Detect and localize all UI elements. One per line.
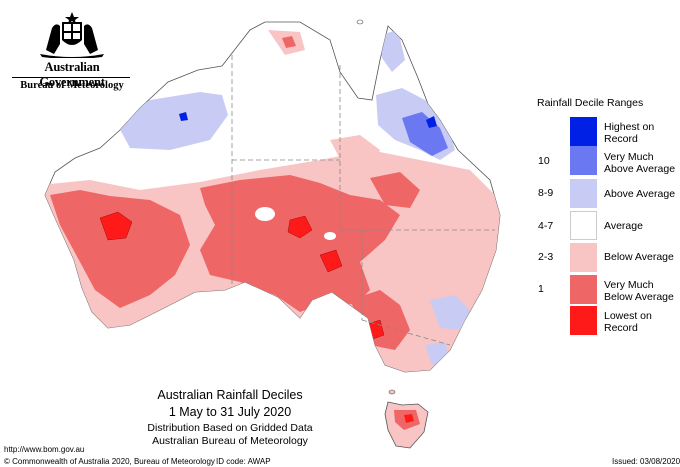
legend-decile-1: 1 xyxy=(538,283,544,295)
legend-decile-8-9: 8-9 xyxy=(538,187,554,199)
legend-decile-4-7: 4-7 xyxy=(538,220,554,232)
footer-id-code: ID code: AWAP xyxy=(216,457,271,466)
region-very-much-above-qld xyxy=(402,112,448,156)
island xyxy=(388,389,396,395)
legend-swatch-average xyxy=(570,211,597,240)
legend-label-average: Average xyxy=(604,220,643,232)
legend-label-lowest: Lowest on Record xyxy=(604,310,652,334)
region-below-average-qld xyxy=(330,135,380,170)
legend-swatch-below xyxy=(570,243,597,272)
bureau-title: Bureau of Meteorology xyxy=(20,80,124,91)
legend-label-above: Above Average xyxy=(604,188,676,200)
region-lowest-record-1 xyxy=(99,211,133,241)
legend-label-very-much-below: Very Much Below Average xyxy=(604,279,674,303)
legend-label-highest: Highest on Record xyxy=(604,121,655,145)
region-average-spot xyxy=(324,232,336,240)
legend-swatch-above xyxy=(570,179,597,208)
island xyxy=(356,19,364,25)
region-very-much-below-topend xyxy=(282,36,296,48)
region-above-average-se xyxy=(430,295,470,330)
region-highest-record-nt xyxy=(179,112,188,121)
legend-label-below: Below Average xyxy=(604,251,674,263)
coat-of-arms-logo xyxy=(40,12,104,58)
legend-swatch-very-much-below xyxy=(570,275,597,304)
region-highest-record xyxy=(426,116,437,128)
region-lowest-record-2 xyxy=(287,215,313,239)
legend-swatch-highest xyxy=(570,117,597,146)
legend-swatch-lowest xyxy=(570,306,597,335)
map-subtitle-method: Distribution Based on Gridded Data xyxy=(147,422,313,434)
legend-swatch-very-much-above xyxy=(570,146,597,175)
government-title: Australian Government xyxy=(39,60,105,89)
map-title: Australian Rainfall Deciles xyxy=(157,388,303,402)
footer-copyright: © Commonwealth of Australia 2020, Bureau… xyxy=(4,457,215,466)
legend-label-very-much-above: Very Much Above Average xyxy=(604,151,676,175)
region-lowest-record-3 xyxy=(319,249,343,273)
legend-decile-2-3: 2-3 xyxy=(538,251,554,263)
region-above-average-cape xyxy=(380,30,405,72)
region-average-spot xyxy=(255,207,275,221)
legend-title: Rainfall Decile Ranges xyxy=(537,97,644,109)
map-subtitle-source: Australian Bureau of Meteorology xyxy=(152,435,308,447)
map-period: 1 May to 31 July 2020 xyxy=(168,405,292,419)
region-very-much-below-west xyxy=(50,190,190,308)
region-very-much-below-central xyxy=(200,175,400,312)
legend-decile-10: 10 xyxy=(538,155,550,167)
region-very-much-below-ne xyxy=(370,172,420,208)
region-above-average-nt xyxy=(115,92,228,150)
divider xyxy=(12,77,130,78)
footer-url: http://www.bom.gov.au xyxy=(4,445,85,454)
footer-issued: Issued: 03/08/2020 xyxy=(612,457,680,466)
state-borders xyxy=(231,55,495,346)
region-lowest-record-tas xyxy=(404,414,414,423)
